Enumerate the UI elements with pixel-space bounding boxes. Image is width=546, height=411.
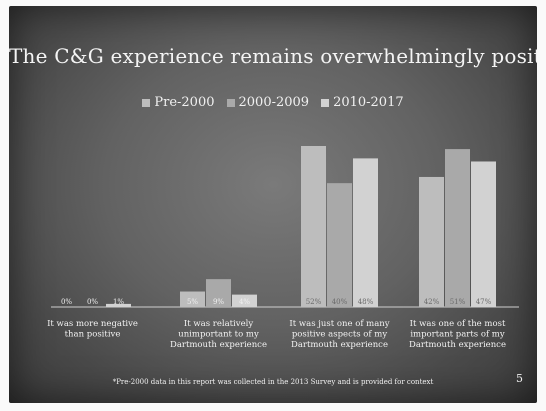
- legend-label-2000-2009: 2000-2009: [238, 95, 310, 110]
- category-label-1: It was more negative than positive: [47, 319, 138, 340]
- bar-2000-2009-cat-3: [327, 183, 352, 307]
- category-label-2: It was relatively unimportant to my Dartmo…: [170, 319, 267, 350]
- slide-title: The C&G experience remains overwhelmingl…: [9, 44, 537, 68]
- bar-2000-2009-cat-4: [445, 149, 470, 307]
- legend-swatch-2010-2017: [321, 98, 330, 107]
- data-label-pre-2000-cat-1: 0%: [61, 298, 72, 306]
- page-number: 5: [516, 372, 523, 385]
- data-label-2010-2017-cat-3: 48%: [358, 298, 374, 306]
- legend-item-2010-2017: 2010-2017: [321, 95, 404, 110]
- legend-label-pre-2000: Pre-2000: [154, 95, 215, 110]
- data-label-2010-2017-cat-2: 4%: [239, 298, 250, 306]
- data-label-pre-2000-cat-4: 42%: [424, 298, 440, 306]
- data-label-2000-2009-cat-1: 0%: [87, 298, 98, 306]
- data-label-2000-2009-cat-4: 51%: [450, 298, 466, 306]
- bar-chart: 0% 0% 1% It was more negative than positive 5…: [47, 146, 519, 350]
- slide: The C&G experience remains overwhelmingl…: [9, 6, 537, 403]
- bar-2010-2017-cat-4: [471, 161, 496, 307]
- bar-pre-2000-cat-4: [419, 176, 444, 307]
- category-label-4: It was one of the most important parts of…: [409, 319, 506, 350]
- bar-pre-2000-cat-2: [180, 291, 205, 307]
- bar-2010-2017-cat-3: [353, 158, 378, 307]
- chart-legend: Pre-2000 2000-2009 2010-2017: [9, 95, 537, 110]
- bar-pre-2000-cat-3: [301, 146, 326, 307]
- bar-2010-2017-cat-1: [106, 303, 131, 307]
- legend-item-pre-2000: Pre-2000: [142, 95, 215, 110]
- data-label-2000-2009-cat-3: 40%: [332, 298, 348, 306]
- bar-2010-2017-cat-2: [232, 294, 257, 307]
- data-label-pre-2000-cat-2: 5%: [187, 298, 198, 306]
- data-label-pre-2000-cat-3: 52%: [306, 298, 322, 306]
- category-label-3: It was just one of many positive aspects …: [289, 319, 389, 350]
- legend-swatch-2000-2009: [226, 98, 235, 107]
- legend-label-2010-2017: 2010-2017: [333, 95, 404, 110]
- footnote: *Pre-2000 data in this report was collec…: [112, 378, 434, 386]
- data-label-2010-2017-cat-1: 1%: [113, 298, 124, 306]
- data-label-2000-2009-cat-2: 9%: [213, 298, 224, 306]
- legend-item-2000-2009: 2000-2009: [226, 95, 310, 110]
- bar-2000-2009-cat-2: [206, 279, 231, 307]
- data-label-2010-2017-cat-4: 47%: [476, 298, 492, 306]
- legend-swatch-pre-2000: [142, 98, 151, 107]
